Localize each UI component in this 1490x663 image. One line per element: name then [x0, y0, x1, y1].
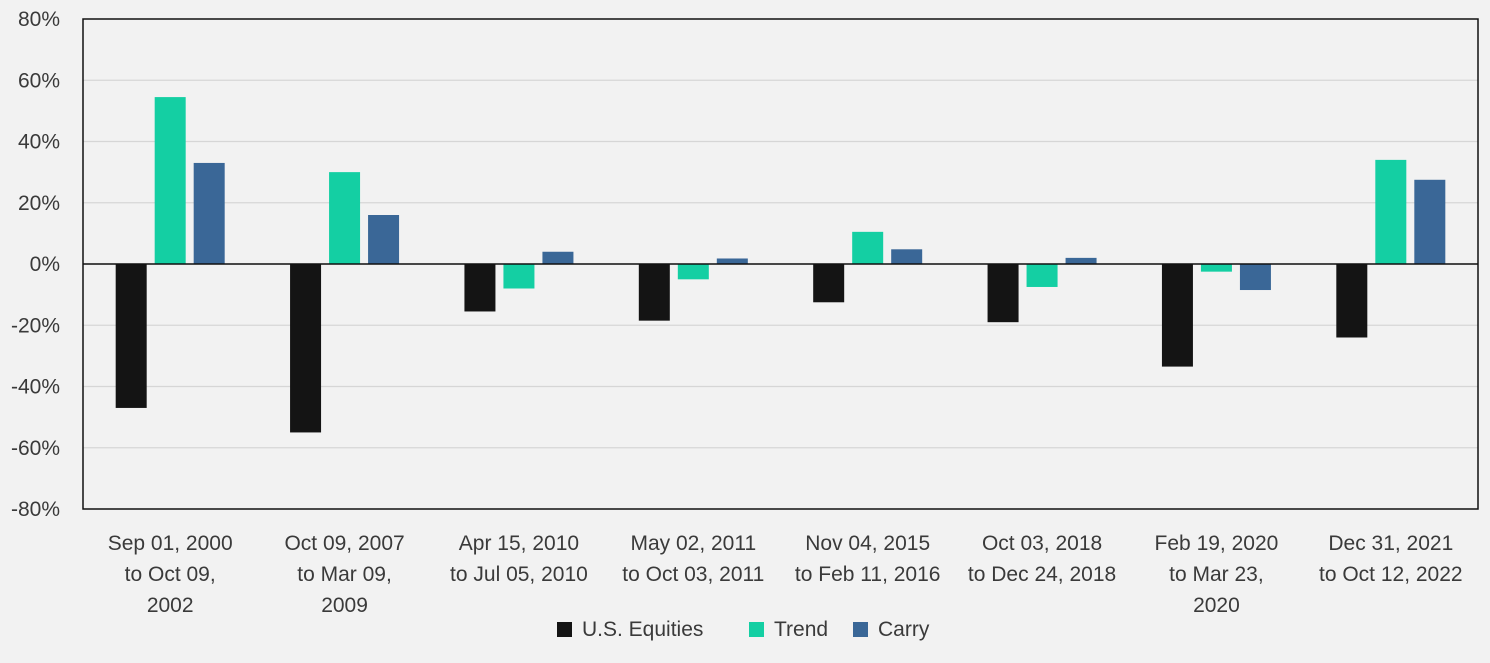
x-category-label-line: to Dec 24, 2018 [968, 563, 1116, 586]
plot-frame [82, 18, 1479, 510]
y-tick-label: -60% [11, 437, 60, 460]
x-axis-category-labels: Sep 01, 2000 to Oct 09, 2002 Oct 09, 2007 to… [108, 532, 1463, 617]
x-category-label-line: Oct 03, 2018 [982, 532, 1102, 555]
bar-u-s-equities [638, 264, 670, 321]
x-category-label-line: Oct 09, 2007 [284, 532, 404, 555]
bar-carry [542, 251, 574, 264]
x-category-label-line: 2009 [321, 594, 368, 617]
y-tick-label: 40% [18, 131, 60, 154]
y-tick-label: -20% [11, 314, 60, 337]
bar-carry [891, 249, 923, 264]
x-category-label-line: to Feb 11, 2016 [795, 563, 941, 586]
legend-label: Carry [878, 618, 930, 641]
y-tick-label: 0% [30, 253, 60, 276]
legend: U.S. Equities Trend Carry [557, 618, 930, 641]
bar-trend [852, 231, 884, 264]
y-tick-label: 20% [18, 192, 60, 215]
x-category-label: May 02, 2011 to Oct 03, 2011 [622, 532, 764, 586]
bar-u-s-equities [1161, 264, 1193, 367]
bar-carry [1065, 257, 1097, 264]
bars [115, 97, 1446, 433]
bar-carry [193, 162, 225, 264]
x-category-label-line: to Oct 09, [125, 563, 216, 586]
bar-u-s-equities [115, 264, 147, 408]
x-category-label-line: to Oct 03, 2011 [622, 563, 764, 586]
x-category-label-line: to Mar 23, [1169, 563, 1264, 586]
legend-swatch-u-s-equities [557, 622, 572, 637]
bar-carry [716, 258, 748, 264]
bar-u-s-equities [290, 264, 322, 433]
legend-label: U.S. Equities [582, 618, 703, 641]
x-category-label-line: 2002 [147, 594, 194, 617]
x-category-label: Nov 04, 2015 to Feb 11, 2016 [795, 532, 941, 586]
bar-trend [154, 97, 186, 264]
bar-trend [503, 264, 535, 289]
y-tick-label: 60% [18, 69, 60, 92]
x-category-label: Oct 03, 2018 to Dec 24, 2018 [968, 532, 1116, 586]
bar-u-s-equities [987, 264, 1019, 323]
legend-swatch-carry [853, 622, 868, 637]
bar-trend [1375, 159, 1407, 264]
y-tick-label: -80% [11, 498, 60, 521]
bar-carry [1414, 179, 1446, 264]
bar-u-s-equities [813, 264, 845, 303]
bar-trend [1026, 264, 1058, 287]
bar-trend [329, 172, 361, 264]
x-category-label-line: Sep 01, 2000 [108, 532, 233, 555]
x-category-label: Feb 19, 2020 to Mar 23, 2020 [1155, 532, 1279, 617]
legend-swatch-trend [749, 622, 764, 637]
x-category-label-line: to Jul 05, 2010 [450, 563, 588, 586]
x-category-label: Oct 09, 2007 to Mar 09, 2009 [284, 532, 404, 617]
legend-label: Trend [774, 618, 828, 641]
bar-carry [1239, 264, 1271, 291]
y-tick-label: 80% [18, 8, 60, 31]
y-tick-label: -40% [11, 376, 60, 399]
x-category-label: Apr 15, 2010 to Jul 05, 2010 [450, 532, 588, 586]
x-category-label-line: May 02, 2011 [630, 532, 756, 555]
bar-trend [1200, 264, 1232, 272]
x-category-label-line: Apr 15, 2010 [459, 532, 579, 555]
x-category-label-line: to Oct 12, 2022 [1319, 563, 1463, 586]
x-category-label-line: 2020 [1193, 594, 1240, 617]
x-category-label: Sep 01, 2000 to Oct 09, 2002 [108, 532, 233, 617]
x-category-label-line: Dec 31, 2021 [1328, 532, 1453, 555]
bar-u-s-equities [464, 264, 496, 312]
x-category-label-line: Nov 04, 2015 [805, 532, 930, 555]
bar-u-s-equities [1336, 264, 1368, 338]
bar-carry [368, 215, 400, 264]
y-axis-ticks: 80% 60% 40% 20% 0% -20% -40% -60% -80% [11, 8, 60, 521]
bar-trend [677, 264, 709, 280]
x-category-label-line: Feb 19, 2020 [1155, 532, 1279, 555]
x-category-label-line: to Mar 09, [297, 563, 392, 586]
x-category-label: Dec 31, 2021 to Oct 12, 2022 [1319, 532, 1463, 586]
